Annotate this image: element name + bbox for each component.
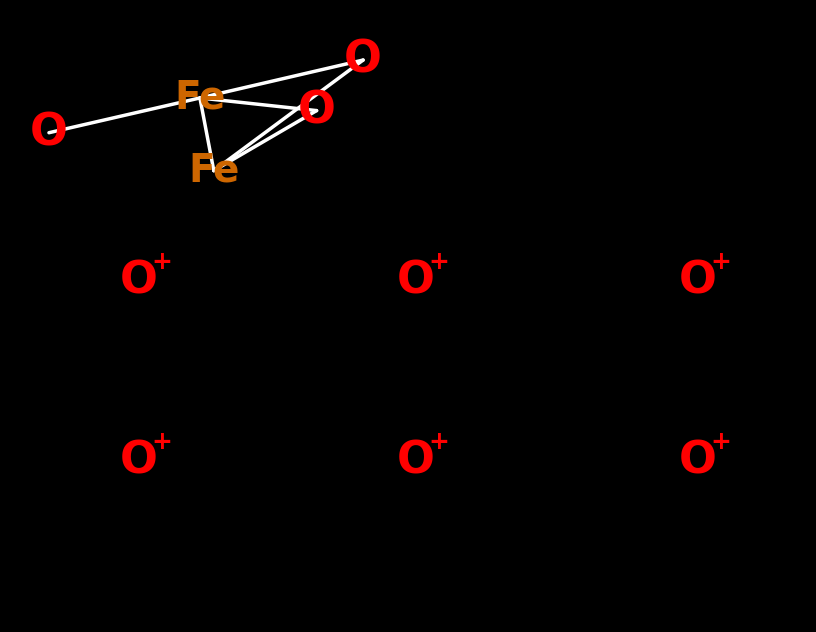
Text: +: + bbox=[151, 430, 172, 454]
Text: O: O bbox=[344, 39, 382, 82]
Text: O: O bbox=[397, 440, 435, 483]
Text: +: + bbox=[428, 430, 450, 454]
Text: O: O bbox=[679, 440, 716, 483]
Text: O: O bbox=[120, 260, 157, 303]
Text: Fe: Fe bbox=[175, 79, 225, 117]
Text: Fe: Fe bbox=[188, 152, 239, 190]
Text: O: O bbox=[298, 89, 335, 132]
Text: +: + bbox=[151, 250, 172, 274]
Text: O: O bbox=[30, 111, 68, 154]
Text: O: O bbox=[679, 260, 716, 303]
Text: +: + bbox=[710, 430, 731, 454]
Text: +: + bbox=[428, 250, 450, 274]
Text: O: O bbox=[397, 260, 435, 303]
Text: O: O bbox=[120, 440, 157, 483]
Text: +: + bbox=[710, 250, 731, 274]
